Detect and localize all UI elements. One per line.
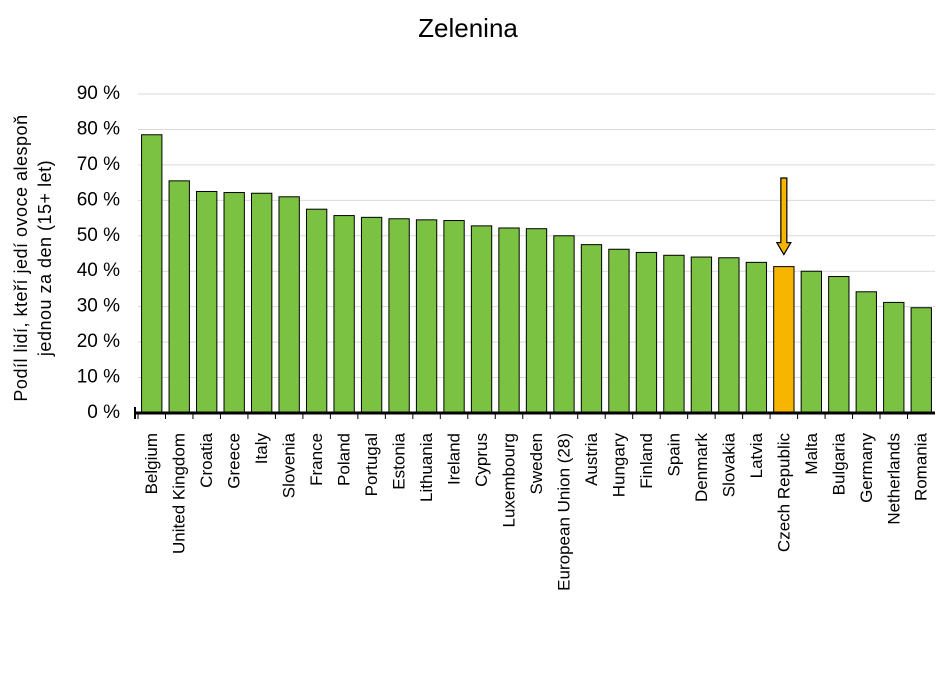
y-tick-label: 20 % bbox=[77, 331, 120, 352]
x-tick-label: Denmark bbox=[692, 433, 711, 502]
bar bbox=[553, 235, 575, 414]
chart-title: Zelenina bbox=[418, 13, 518, 43]
x-tick-label: Czech Republic bbox=[774, 433, 793, 553]
bar bbox=[525, 228, 548, 414]
y-tick-label: 60 % bbox=[77, 189, 120, 210]
x-tick-label: Hungary bbox=[609, 433, 628, 498]
bar bbox=[498, 227, 520, 414]
bar bbox=[168, 180, 190, 414]
x-tick-label: Lithuania bbox=[417, 432, 436, 502]
x-tick-label: Ireland bbox=[445, 433, 464, 485]
bar bbox=[608, 248, 630, 414]
y-tick-label: 80 % bbox=[77, 118, 120, 139]
highlight-arrow bbox=[775, 177, 792, 256]
bar bbox=[800, 270, 822, 414]
bar bbox=[580, 244, 603, 414]
x-tick-label: Romania bbox=[912, 432, 931, 501]
x-tick-label: Malta bbox=[802, 432, 821, 474]
x-tick-label: Estonia bbox=[390, 432, 409, 489]
x-tick-label: Spain bbox=[664, 433, 683, 476]
x-tick-label: Luxembourg bbox=[500, 433, 519, 528]
x-tick-label: Germany bbox=[857, 433, 876, 503]
bar bbox=[855, 291, 877, 414]
x-tick-label: Belgium bbox=[142, 433, 161, 494]
bar bbox=[360, 216, 383, 414]
bar bbox=[223, 192, 245, 414]
x-tick-label: Slovenia bbox=[280, 432, 299, 498]
x-tick-label: Austria bbox=[582, 432, 601, 485]
x-tick-label: Netherlands bbox=[884, 433, 903, 525]
x-tick-label: Cyprus bbox=[472, 433, 491, 487]
x-tick-label: Greece bbox=[225, 433, 244, 489]
bar bbox=[635, 251, 658, 414]
y-tick-label: 0 % bbox=[87, 402, 120, 423]
bar bbox=[333, 215, 355, 414]
bar bbox=[305, 208, 328, 414]
y-axis-label: Podíl lidí, kteří jedí ovoce alespoň bbox=[11, 114, 31, 401]
x-tick-label: Latvia bbox=[747, 432, 766, 478]
y-tick-label: 30 % bbox=[77, 296, 120, 317]
x-tick-label: Italy bbox=[252, 433, 271, 465]
x-tick-label: Bulgaria bbox=[829, 432, 848, 495]
bar bbox=[278, 196, 300, 414]
bar bbox=[718, 257, 740, 414]
bar bbox=[470, 225, 493, 414]
x-tick-label: United Kingdom bbox=[170, 433, 189, 554]
y-axis-label: jednou za den (15+ let) bbox=[35, 160, 55, 357]
x-tick-label: Finland bbox=[637, 433, 656, 489]
bar bbox=[141, 134, 163, 414]
bar bbox=[883, 301, 905, 414]
bar bbox=[443, 220, 465, 414]
bar bbox=[196, 190, 218, 414]
x-tick-label: France bbox=[307, 433, 326, 486]
x-tick-label: Portugal bbox=[362, 433, 381, 496]
x-tick-label: Sweden bbox=[527, 433, 546, 494]
bar bbox=[690, 256, 713, 414]
bar bbox=[910, 307, 932, 414]
bar bbox=[745, 261, 768, 414]
bar bbox=[663, 254, 685, 414]
bar bbox=[388, 218, 410, 414]
y-tick-label: 40 % bbox=[77, 260, 120, 281]
bar bbox=[251, 192, 273, 414]
y-tick-label: 70 % bbox=[77, 154, 120, 175]
x-tick-label: Croatia bbox=[197, 432, 216, 487]
y-tick-label: 10 % bbox=[77, 367, 120, 388]
bar bbox=[415, 219, 438, 414]
x-tick-label: European Union (28) bbox=[554, 433, 573, 591]
bar bbox=[828, 276, 850, 414]
y-tick-label: 50 % bbox=[77, 225, 120, 246]
bar bbox=[773, 266, 795, 414]
x-tick-label: Poland bbox=[335, 433, 354, 486]
x-tick-label: Slovakia bbox=[719, 432, 738, 497]
y-tick-label: 90 % bbox=[77, 83, 120, 104]
